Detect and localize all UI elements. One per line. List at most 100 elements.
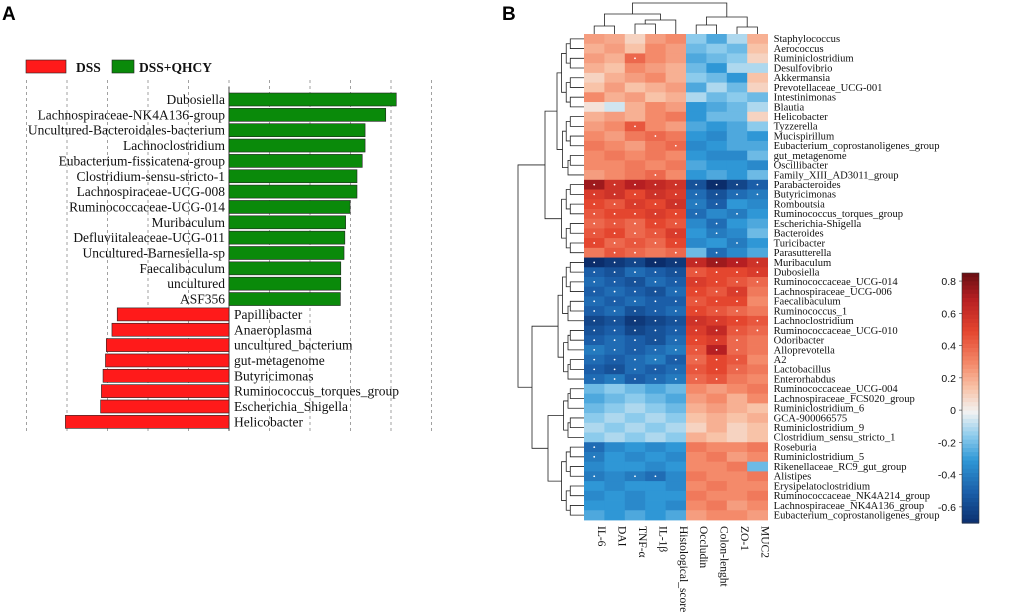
heatmap-cell [686, 170, 707, 181]
lda-bar [101, 384, 230, 398]
colorbar-segment [962, 460, 979, 466]
heatmap-row-label: Dubosiella [774, 268, 820, 279]
heatmap-row-label: Ruminococcaceae_NK4A214_group [774, 491, 931, 502]
significance-dot [674, 310, 677, 312]
heatmap-cell [686, 160, 707, 171]
heatmap-cell [584, 422, 605, 433]
dendrogram-branch [569, 96, 584, 108]
heatmap-cell [686, 150, 707, 161]
colorbar-segment [962, 302, 979, 307]
colorbar-segment [962, 443, 979, 449]
significance-dot [715, 349, 718, 351]
heatmap-cell [726, 121, 748, 132]
heatmap-cell [686, 393, 707, 404]
significance-dot [654, 300, 657, 303]
heatmap-cell [706, 140, 728, 152]
significance-dot [654, 349, 657, 351]
colorbar-segment [962, 481, 979, 487]
heatmap-cell [645, 111, 666, 122]
colorbar-segment [962, 402, 979, 407]
heatmap-cell [645, 461, 666, 472]
heatmap-row-label: Blautia [774, 102, 805, 113]
significance-dot [674, 222, 677, 225]
lda-label: uncultured_bacterium [234, 338, 353, 353]
significance-dot [593, 242, 596, 244]
significance-dot [613, 358, 616, 361]
colorbar-segment [962, 393, 979, 399]
heatmap-cell [726, 140, 748, 152]
dendrogram-branch [561, 461, 567, 501]
significance-dot [593, 339, 596, 342]
colorbar-tick-label: 0.6 [941, 308, 956, 320]
heatmap-cell [604, 160, 626, 171]
significance-dot [674, 271, 677, 274]
colorbar-segment [962, 406, 979, 412]
significance-dot [674, 232, 677, 235]
dendrogram-branch [632, 2, 728, 17]
significance-dot [715, 193, 718, 196]
significance-dot [715, 300, 718, 303]
significance-dot [613, 300, 616, 303]
significance-dot [613, 319, 616, 322]
heatmap-cell [726, 383, 748, 395]
heatmap-cell [686, 461, 707, 472]
heatmap-row-label: Odoribacter [774, 336, 825, 347]
legend-label-qhcy: DSS+QHCY [139, 60, 212, 75]
heatmap-cell [747, 140, 768, 152]
dendrogram-branch [563, 342, 568, 373]
colorbar-segment [962, 456, 979, 462]
heatmap-cell [624, 500, 646, 511]
significance-dot [613, 251, 616, 254]
heatmap-cell [604, 403, 626, 414]
heatmap-cell [706, 150, 728, 161]
heatmap-row-label: Butyricimonas [774, 190, 836, 201]
heatmap-row-label: A2 [774, 355, 787, 366]
heatmap-col-label: Occludin [697, 526, 709, 568]
significance-dot [674, 212, 677, 215]
heatmap-row-label: Clostridium_sensu_stricto_1 [774, 433, 896, 444]
heatmap-row-label: Ruminiclostridium_5 [774, 452, 865, 463]
lda-label: Muribaculum [152, 215, 226, 230]
heatmap-cell [686, 403, 707, 414]
dendrogram-branch [569, 242, 584, 254]
heatmap-cell [747, 354, 768, 365]
heatmap-cell [747, 403, 768, 414]
significance-dot [715, 378, 718, 380]
dendrogram-branch [565, 43, 571, 64]
heatmap-cell [726, 510, 748, 521]
heatmap-cell [726, 170, 748, 181]
heatmap-cell [584, 393, 605, 404]
lda-label: Dubosiella [167, 92, 226, 107]
heatmap-cell [747, 208, 768, 220]
colorbar-segment [962, 360, 979, 366]
colorbar-segment [962, 310, 979, 316]
significance-dot [613, 193, 616, 196]
heatmap-cell [645, 92, 666, 103]
significance-dot [736, 193, 738, 196]
significance-dot [654, 329, 657, 332]
heatmap-cell [584, 150, 605, 161]
significance-dot [756, 280, 759, 283]
heatmap-cell [706, 170, 728, 181]
heatmap-cell [706, 43, 728, 54]
heatmap-row-label: Lachnoclostridium [774, 316, 855, 327]
heatmap-cell [645, 413, 666, 424]
lda-label: Butyricimonas [234, 368, 314, 383]
colorbar-segment [962, 439, 979, 445]
significance-dot [634, 310, 636, 312]
significance-dot [674, 319, 677, 322]
lda-label: Escherichia_Shigella [234, 399, 348, 414]
significance-dot [715, 261, 718, 264]
significance-dot [674, 261, 677, 264]
heatmap-cell [706, 403, 728, 414]
heatmap-cell [584, 140, 605, 152]
heatmap-cell [624, 82, 646, 93]
heatmap-row-label: Alloprevotella [774, 345, 835, 356]
significance-dot [593, 203, 596, 206]
heatmap-cell [584, 403, 605, 414]
heatmap-cell [706, 461, 728, 472]
significance-dot [613, 368, 616, 371]
colorbar-segment [962, 435, 979, 441]
significance-dot [613, 271, 616, 274]
heatmap-cell [645, 432, 666, 443]
